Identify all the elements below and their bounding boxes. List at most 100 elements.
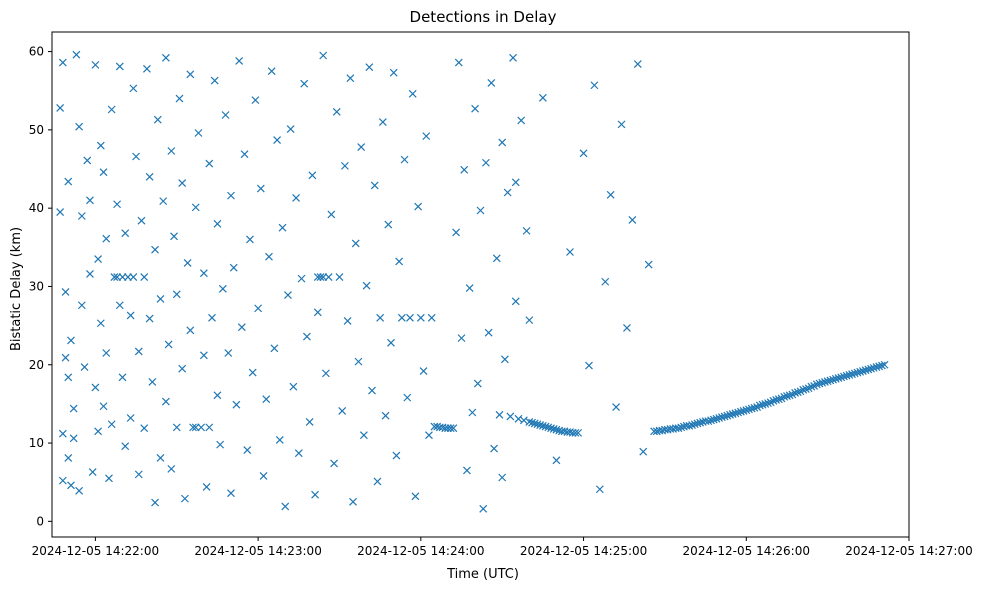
data-point [387, 338, 395, 347]
data-point [506, 412, 515, 421]
data-point [129, 84, 138, 93]
data-point [585, 361, 593, 370]
data-point [64, 453, 73, 462]
data-point [373, 477, 382, 486]
data-point [294, 449, 303, 458]
data-point [164, 340, 173, 349]
data-point [463, 466, 471, 475]
data-point [202, 482, 211, 491]
data-point [484, 328, 493, 337]
data-point [129, 273, 138, 281]
data-point [61, 353, 70, 362]
x-tick-label: 2024-12-05 14:24:00 [357, 544, 484, 558]
data-point [395, 257, 404, 266]
data-point [175, 94, 184, 103]
data-point [633, 60, 642, 69]
data-point [227, 489, 235, 498]
data-point [213, 219, 222, 228]
data-point [96, 319, 105, 328]
data-point [427, 313, 436, 322]
data-point [612, 403, 621, 411]
data-point [359, 431, 368, 440]
data-point [121, 229, 130, 238]
data-point [579, 149, 588, 158]
data-point [492, 254, 501, 263]
data-point [479, 504, 488, 513]
data-point [221, 111, 230, 119]
data-point [354, 357, 363, 366]
data-point [319, 51, 328, 60]
data-point [126, 311, 135, 320]
data-point [338, 407, 347, 415]
data-point [115, 62, 124, 71]
data-point [91, 383, 100, 392]
data-point [273, 136, 282, 144]
data-point [416, 313, 425, 322]
data-point [172, 423, 181, 432]
data-point [91, 60, 100, 69]
data-point [321, 369, 330, 378]
data-point [161, 53, 170, 62]
data-point [235, 57, 244, 65]
data-point [498, 138, 507, 147]
data-point [216, 440, 225, 449]
data-point [94, 427, 103, 436]
data-point [590, 81, 599, 90]
data-point [88, 468, 97, 476]
data-point [300, 79, 309, 88]
data-point [487, 78, 496, 87]
data-point [102, 349, 111, 357]
data-point [376, 313, 385, 322]
data-point [56, 208, 65, 217]
data-point [251, 96, 260, 105]
data-point [500, 355, 509, 364]
data-point [86, 196, 94, 205]
data-point [69, 434, 78, 443]
data-point [159, 197, 168, 206]
data-point [140, 424, 149, 433]
data-point [473, 379, 482, 388]
data-point [86, 270, 94, 278]
data-point [284, 291, 292, 299]
data-point [110, 273, 119, 281]
data-point [324, 273, 333, 281]
data-point [67, 481, 75, 490]
data-point [362, 281, 371, 290]
data-point [232, 400, 241, 409]
data-point [278, 223, 287, 232]
data-point [308, 171, 317, 180]
data-point [644, 260, 653, 269]
data-point [94, 255, 103, 263]
data-point [259, 472, 268, 480]
data-point [332, 107, 341, 116]
data-point [785, 391, 794, 400]
data-point [623, 324, 631, 332]
y-tick-label: 20 [29, 358, 44, 372]
data-point [297, 274, 306, 283]
data-point [370, 181, 379, 190]
data-point [403, 393, 412, 402]
y-tick-label: 10 [29, 436, 44, 450]
data-point [248, 368, 257, 377]
data-point [148, 378, 157, 386]
data-point [183, 259, 192, 267]
data-point [186, 70, 195, 79]
data-point [56, 104, 65, 112]
data-point [256, 184, 265, 193]
data-point [452, 228, 461, 237]
data-point [389, 68, 398, 77]
data-point [281, 502, 290, 511]
data-point [471, 104, 480, 113]
data-point [419, 367, 428, 375]
data-point [237, 323, 246, 332]
data-point [134, 470, 143, 479]
data-point [303, 332, 311, 341]
data-point [194, 129, 203, 137]
data-point [167, 147, 176, 155]
data-point [208, 313, 216, 322]
data-point [64, 177, 73, 186]
y-axis-label: Bistatic Delay (km) [9, 227, 24, 351]
data-point [213, 391, 222, 400]
data-point [468, 408, 477, 417]
chart-title: Detections in Delay [410, 8, 557, 26]
